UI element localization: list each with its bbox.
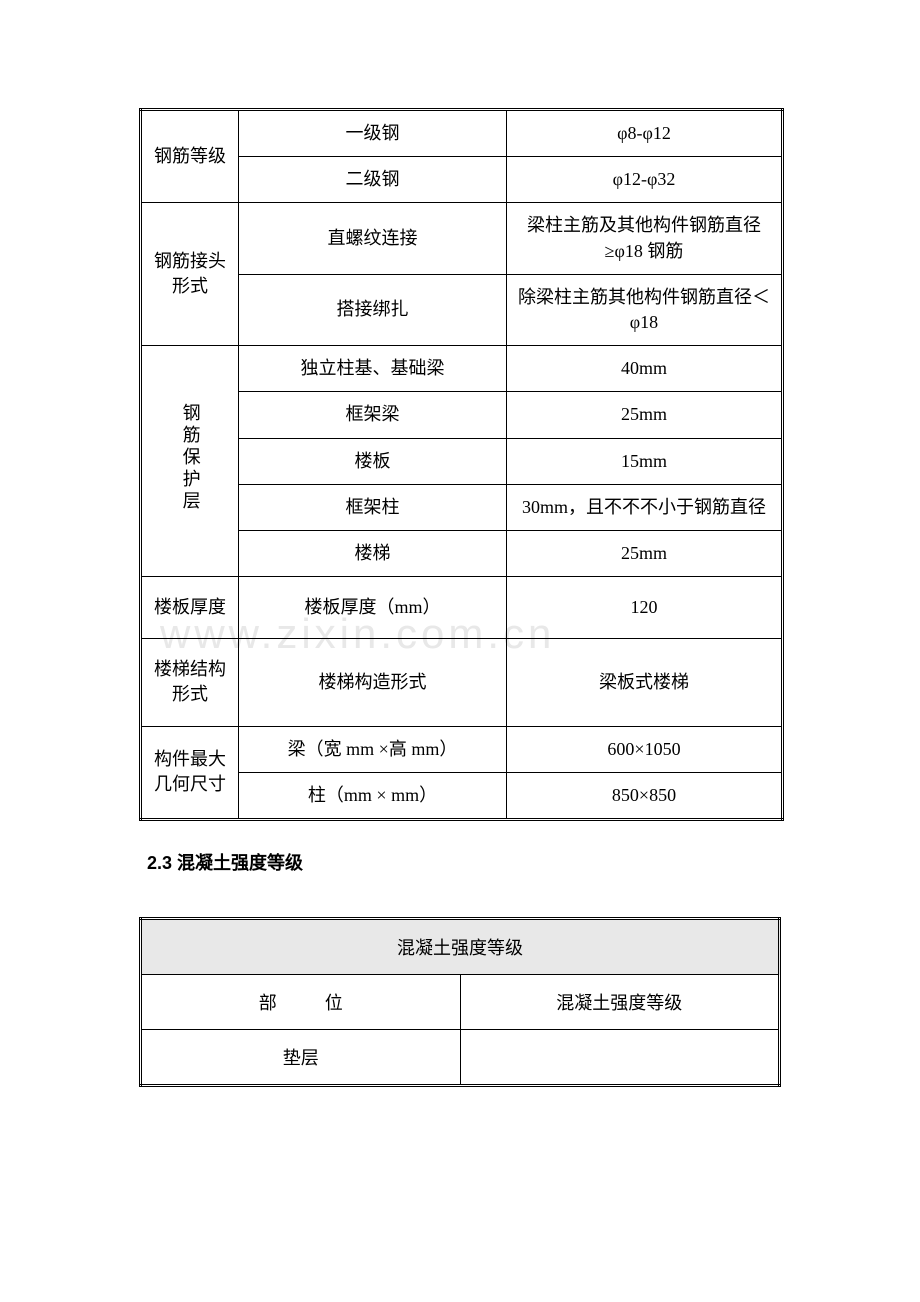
cell-item: 楼梯构造形式: [239, 639, 507, 726]
cell-location: 垫层: [141, 1030, 461, 1086]
cell-item: 楼梯: [239, 530, 507, 576]
cell-value: 梁板式楼梯: [507, 639, 783, 726]
col-header-grade: 混凝土强度等级: [460, 975, 780, 1030]
cell-value: φ12-φ32: [507, 157, 783, 203]
cell-item: 柱（mm × mm）: [239, 772, 507, 819]
cell-value: φ8-φ12: [507, 110, 783, 157]
joint-form-label: 钢筋接头形式: [141, 203, 239, 346]
cell-value: 梁柱主筋及其他构件钢筋直径≥φ18 钢筋: [507, 203, 783, 274]
table-row: 钢筋等级 一级钢 φ8-φ12: [141, 110, 783, 157]
cell-item: 一级钢: [239, 110, 507, 157]
cell-grade: [460, 1030, 780, 1086]
cell-value: 120: [507, 577, 783, 639]
cell-item: 楼板: [239, 438, 507, 484]
table-title-cell: 混凝土强度等级: [141, 919, 780, 975]
max-dimension-label: 构件最大几何尺寸: [141, 726, 239, 819]
concrete-grade-table: 混凝土强度等级 部位 混凝土强度等级 垫层: [139, 917, 781, 1087]
cell-value: 25mm: [507, 392, 783, 438]
structural-spec-table: 钢筋等级 一级钢 φ8-φ12 二级钢 φ12-φ32 钢筋接头形式 直螺纹连接…: [139, 108, 784, 821]
cell-value: 40mm: [507, 346, 783, 392]
stair-structure-label: 楼梯结构形式: [141, 639, 239, 726]
cell-item: 框架梁: [239, 392, 507, 438]
section-heading: 2.3 混凝土强度等级: [147, 849, 781, 875]
cell-item: 独立柱基、基础梁: [239, 346, 507, 392]
table-row: 构件最大几何尺寸 梁（宽 mm ×高 mm） 600×1050: [141, 726, 783, 772]
table-row: 钢筋保护层 独立柱基、基础梁 40mm: [141, 346, 783, 392]
cell-item: 框架柱: [239, 484, 507, 530]
rebar-grade-label: 钢筋等级: [141, 110, 239, 203]
document-page: 钢筋等级 一级钢 φ8-φ12 二级钢 φ12-φ32 钢筋接头形式 直螺纹连接…: [0, 0, 920, 1087]
table-title-row: 混凝土强度等级: [141, 919, 780, 975]
cell-item: 楼板厚度（mm）: [239, 577, 507, 639]
cell-item: 搭接绑扎: [239, 274, 507, 345]
cell-item: 直螺纹连接: [239, 203, 507, 274]
cell-value: 15mm: [507, 438, 783, 484]
table-row: 楼梯结构形式 楼梯构造形式 梁板式楼梯: [141, 639, 783, 726]
cell-value: 除梁柱主筋其他构件钢筋直径＜φ18: [507, 274, 783, 345]
cell-item: 二级钢: [239, 157, 507, 203]
cell-value: 850×850: [507, 772, 783, 819]
table-header-row: 部位 混凝土强度等级: [141, 975, 780, 1030]
cell-value: 30mm，且不不不小于钢筋直径: [507, 484, 783, 530]
table-row: 垫层: [141, 1030, 780, 1086]
cell-value: 600×1050: [507, 726, 783, 772]
table-row: 钢筋接头形式 直螺纹连接 梁柱主筋及其他构件钢筋直径≥φ18 钢筋: [141, 203, 783, 274]
cover-layer-label: 钢筋保护层: [141, 346, 239, 577]
slab-thickness-label: 楼板厚度: [141, 577, 239, 639]
cell-value: 25mm: [507, 530, 783, 576]
cell-item: 梁（宽 mm ×高 mm）: [239, 726, 507, 772]
col-header-location: 部位: [141, 975, 461, 1030]
table-row: 楼板厚度 楼板厚度（mm） 120: [141, 577, 783, 639]
